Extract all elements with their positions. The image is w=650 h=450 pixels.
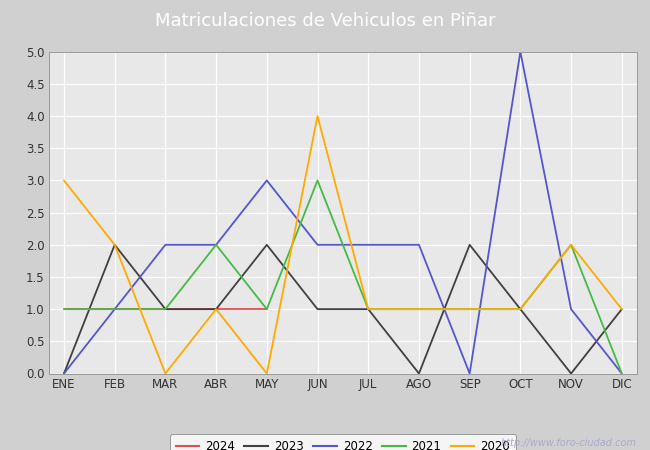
Legend: 2024, 2023, 2022, 2021, 2020: 2024, 2023, 2022, 2021, 2020 xyxy=(170,435,516,450)
Text: Matriculaciones de Vehiculos en Piñar: Matriculaciones de Vehiculos en Piñar xyxy=(155,12,495,31)
Text: http://www.foro-ciudad.com: http://www.foro-ciudad.com xyxy=(501,438,637,448)
